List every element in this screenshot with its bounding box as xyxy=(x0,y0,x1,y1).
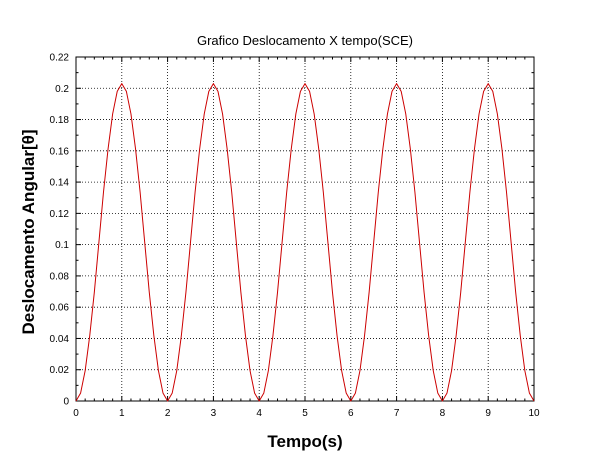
y-tick-label: 0.02 xyxy=(50,365,70,376)
x-tick-label: 7 xyxy=(394,408,400,419)
grid xyxy=(76,57,534,401)
x-tick-label: 9 xyxy=(485,408,491,419)
y-tick-label: 0.18 xyxy=(50,115,70,126)
y-tick-label: 0.04 xyxy=(50,334,70,345)
y-axis-label: Deslocamento Angular[θ] xyxy=(19,129,38,334)
y-tick-label: 0.12 xyxy=(50,209,70,220)
series-layer xyxy=(75,83,535,402)
y-tick-label: 0.06 xyxy=(50,303,70,314)
x-tick-label: 2 xyxy=(165,408,171,419)
y-tick-label: 0.14 xyxy=(50,178,70,189)
x-tick-label: 1 xyxy=(119,408,125,419)
y-tick-label: 0.16 xyxy=(50,146,70,157)
axis-ticks xyxy=(75,56,535,402)
x-tick-label: 5 xyxy=(302,408,308,419)
x-tick-label: 0 xyxy=(73,408,79,419)
y-tick-labels: 0 0.02 0.04 0.06 0.08 0.1 0.12 0.14 0.16 0.18 0.2 0… xyxy=(50,53,70,408)
y-tick-label: 0.1 xyxy=(55,240,69,251)
x-tick-label: 3 xyxy=(211,408,217,419)
y-tick-label: 0.08 xyxy=(50,271,70,282)
x-tick-label: 4 xyxy=(256,408,262,419)
y-tick-label: 0.2 xyxy=(55,84,69,95)
x-axis-label: Tempo(s) xyxy=(267,432,342,451)
chart-title: Grafico Deslocamento X tempo(SCE) xyxy=(197,33,413,48)
y-tick-label: 0.22 xyxy=(50,53,70,64)
x-tick-label: 6 xyxy=(348,408,354,419)
x-tick-labels: 0 1 2 3 4 5 6 7 8 9 10 xyxy=(73,408,540,419)
x-tick-label: 8 xyxy=(440,408,446,419)
y-tick-label: 0 xyxy=(63,397,69,408)
x-tick-label: 10 xyxy=(528,408,540,419)
series-line xyxy=(75,83,535,402)
